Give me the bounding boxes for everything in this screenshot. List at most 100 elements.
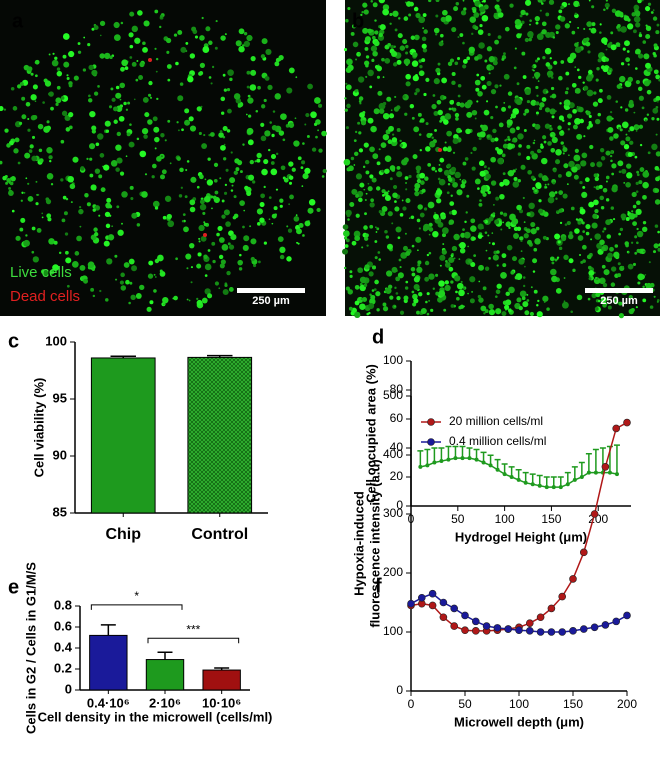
cell-dot (222, 288, 229, 296)
cell-dot (481, 124, 489, 132)
cell-dot (91, 129, 97, 134)
cell-dot (52, 52, 55, 55)
error-bar (445, 445, 452, 460)
cell-dot (65, 250, 69, 255)
cell-dot (382, 112, 390, 120)
cell-dot (626, 172, 633, 179)
cell-dot (378, 209, 383, 214)
cell-dot (376, 75, 381, 79)
cell-dot (472, 236, 476, 241)
cell-dot (525, 228, 528, 232)
cell-dot (494, 219, 500, 225)
cell-dot (250, 69, 257, 76)
cell-dot (372, 58, 374, 61)
cell-dot (625, 133, 628, 136)
cell-dot (153, 289, 157, 293)
cell-dot (159, 14, 163, 18)
cell-dot (571, 166, 578, 173)
cell-dot (17, 161, 21, 165)
data-point (569, 575, 577, 583)
dead-cell (203, 233, 207, 237)
cell-dot (627, 23, 634, 30)
cell-dot (434, 212, 436, 214)
cell-dot (526, 212, 531, 217)
cell-dot (507, 135, 510, 139)
x-tick-label: 10·10⁶ (202, 695, 241, 710)
y-tick-label: 500 (383, 388, 403, 402)
cell-dot (587, 69, 593, 75)
cell-dot (265, 48, 272, 56)
cell-dot (536, 94, 539, 97)
cell-dot (191, 26, 197, 32)
cell-dot (378, 32, 383, 38)
cell-dot (425, 122, 429, 126)
cell-dot (31, 135, 36, 139)
cell-dot (359, 182, 365, 188)
cell-dot (345, 209, 352, 217)
cell-dot (613, 251, 620, 259)
y-tick-label: 200 (383, 565, 403, 579)
cell-dot (542, 55, 546, 60)
cell-dot (437, 62, 441, 66)
cell-dot (655, 95, 660, 101)
cell-dot (30, 94, 37, 101)
cell-dot (345, 82, 348, 85)
cell-dot (219, 263, 225, 269)
cell-dot (419, 64, 423, 69)
cell-dot (505, 221, 511, 228)
cell-dot (189, 125, 197, 132)
cell-dot (201, 143, 208, 149)
cell-dot (456, 296, 460, 301)
cell-dot (391, 222, 394, 225)
cell-dot (224, 183, 228, 187)
cell-dot (405, 198, 411, 204)
cell-dot (111, 225, 114, 227)
cell-dot (558, 9, 563, 14)
cell-dot (343, 158, 351, 166)
cell-dot (636, 200, 641, 206)
cell-dot (624, 241, 629, 246)
cell-dot (628, 212, 636, 220)
data-point (525, 627, 534, 635)
cell-dot (307, 83, 313, 90)
cell-dot (426, 292, 430, 296)
cell-dot (369, 293, 372, 296)
cell-dot (89, 173, 94, 178)
cell-dot (2, 175, 7, 181)
cell-dot (16, 84, 22, 89)
cell-dot (534, 238, 541, 245)
cell-dot (38, 148, 43, 153)
cell-dot (636, 230, 644, 238)
cell-dot (131, 265, 138, 272)
cell-dot (509, 127, 516, 134)
cell-dot (282, 138, 286, 142)
cell-dot (448, 107, 452, 111)
cell-dot (550, 148, 556, 153)
cell-dot (430, 308, 434, 312)
cell-dot (213, 178, 218, 183)
data-point (586, 470, 591, 475)
cell-dot (479, 131, 486, 138)
cell-dot (378, 0, 386, 4)
cell-dot (214, 190, 219, 195)
cell-dot (389, 165, 396, 171)
cell-dot (643, 53, 650, 60)
cell-dot (605, 180, 608, 183)
cell-dot (311, 147, 317, 152)
cell-dot (441, 40, 444, 43)
cell-dot (345, 286, 350, 291)
cell-dot (437, 109, 443, 116)
cell-dot (374, 240, 378, 243)
cell-dot (501, 153, 506, 158)
cell-dot (413, 276, 420, 283)
cell-dot (196, 299, 203, 306)
cell-dot (199, 71, 204, 76)
cell-dot (583, 27, 586, 31)
cell-dot (473, 254, 477, 258)
cell-dot (415, 165, 422, 172)
cell-dot (250, 256, 255, 262)
cell-dot (519, 14, 523, 18)
cell-dot (384, 155, 392, 162)
cell-dot (4, 128, 9, 133)
cell-dot (502, 263, 507, 268)
